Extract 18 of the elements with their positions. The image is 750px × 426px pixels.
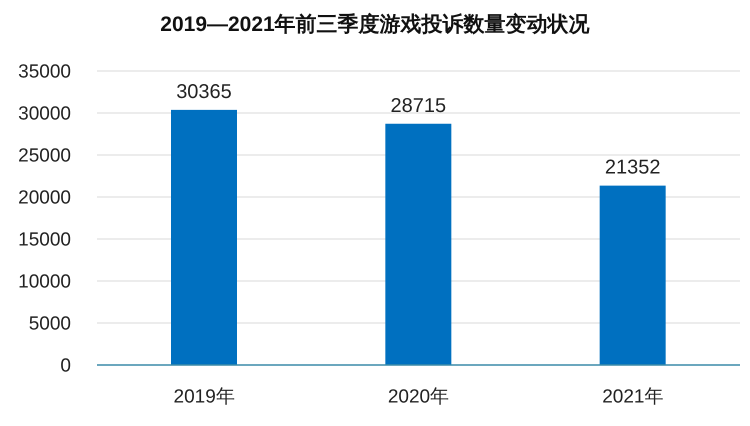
chart-title: 2019—2021年前三季度游戏投诉数量变动状况 — [159, 12, 591, 38]
y-tick-label: 15000 — [18, 230, 71, 251]
y-tick-label: 10000 — [18, 272, 71, 293]
x-tick-label: 2021年 — [602, 386, 664, 408]
y-tick-label: 25000 — [18, 146, 71, 167]
x-tick-label: 2019年 — [174, 386, 235, 408]
y-tick-label: 0 — [60, 356, 71, 377]
y-tick-label: 5000 — [28, 314, 71, 335]
bar — [600, 186, 666, 365]
data-label: 28715 — [390, 94, 446, 117]
x-tick-label: 2020年 — [388, 386, 450, 408]
bar — [385, 124, 452, 365]
data-label: 30365 — [176, 80, 232, 103]
data-label: 21352 — [604, 156, 660, 179]
y-tick-label: 30000 — [18, 104, 71, 125]
bar — [171, 110, 237, 365]
y-tick-label: 20000 — [18, 188, 71, 209]
y-tick-label: 35000 — [18, 62, 71, 83]
